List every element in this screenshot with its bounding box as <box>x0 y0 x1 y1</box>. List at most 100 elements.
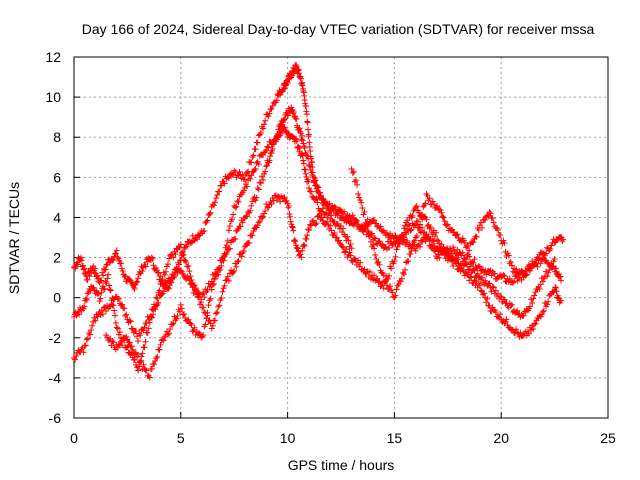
data-point <box>484 212 491 219</box>
data-point <box>209 281 216 288</box>
data-point <box>405 258 412 265</box>
data-point <box>81 265 88 272</box>
data-point <box>560 236 567 243</box>
data-point <box>107 287 114 294</box>
data-point <box>186 268 193 275</box>
data-point <box>78 257 85 264</box>
data-point <box>153 355 160 362</box>
data-point <box>148 254 155 261</box>
data-point <box>408 226 415 233</box>
data-point <box>473 233 480 240</box>
data-point <box>438 241 445 248</box>
data-point <box>470 266 477 273</box>
data-point <box>124 336 131 343</box>
data-point <box>392 253 399 260</box>
data-point <box>417 243 424 250</box>
axis-ticks: 0 5 10 15 20 25 -6 -4 -2 0 2 4 6 8 10 12 <box>45 49 616 446</box>
data-point <box>84 335 91 342</box>
data-point <box>230 269 237 276</box>
data-point <box>187 280 194 287</box>
data-point <box>352 177 359 184</box>
series-track-c <box>71 104 558 363</box>
data-point <box>147 313 154 320</box>
data-point <box>83 296 90 303</box>
data-point <box>443 222 450 229</box>
data-point <box>166 255 173 262</box>
data-point <box>439 213 446 220</box>
data-point <box>363 269 370 276</box>
x-tick-label: 5 <box>177 430 185 446</box>
data-point <box>412 234 419 241</box>
data-point <box>209 322 216 329</box>
data-point <box>140 327 147 334</box>
data-point <box>207 209 214 216</box>
data-point <box>536 286 543 292</box>
data-point <box>205 302 212 309</box>
data-point <box>303 173 310 180</box>
data-point <box>552 284 559 291</box>
data-point <box>216 188 223 195</box>
data-point <box>265 204 272 211</box>
data-point <box>92 265 99 272</box>
data-point <box>273 97 280 104</box>
data-point <box>293 137 300 144</box>
data-point <box>265 144 272 151</box>
data-point <box>83 336 90 343</box>
data-point <box>239 172 246 179</box>
data-point <box>191 287 198 294</box>
data-point <box>119 342 126 349</box>
data-point <box>514 307 521 314</box>
data-point <box>331 229 338 236</box>
data-point <box>268 200 275 207</box>
data-point <box>395 241 402 248</box>
data-point <box>145 316 152 323</box>
data-point <box>210 280 217 287</box>
data-point <box>179 311 186 318</box>
data-point <box>302 166 309 173</box>
data-point <box>174 312 181 319</box>
data-point <box>475 226 482 233</box>
data-point <box>251 167 258 174</box>
data-point <box>226 245 233 252</box>
data-point <box>233 263 240 270</box>
data-point <box>354 218 361 225</box>
data-point <box>170 320 177 327</box>
data-point <box>82 342 89 349</box>
data-point <box>490 219 497 226</box>
data-point <box>357 197 364 204</box>
data-point <box>166 330 173 337</box>
data-point <box>293 116 300 123</box>
data-point <box>347 252 354 259</box>
data-point <box>415 224 422 231</box>
data-point <box>194 236 201 243</box>
data-point <box>299 152 306 159</box>
data-point <box>138 357 145 364</box>
data-point <box>113 247 120 254</box>
data-point <box>237 223 244 230</box>
data-point <box>264 143 271 150</box>
data-point <box>221 282 228 289</box>
data-point <box>386 272 393 279</box>
data-point <box>552 265 559 272</box>
data-point <box>195 329 202 336</box>
data-point <box>415 241 422 248</box>
data-point <box>106 282 113 289</box>
data-point <box>252 165 259 172</box>
data-point <box>437 207 444 214</box>
data-point <box>131 356 138 363</box>
data-point <box>307 188 314 195</box>
data-point <box>377 283 384 290</box>
data-point <box>319 205 326 212</box>
data-point <box>123 311 130 318</box>
data-point <box>350 168 357 175</box>
data-point <box>106 286 113 293</box>
data-point <box>94 313 101 320</box>
chart-title: Day 166 of 2024, Sidereal Day-to-day VTE… <box>82 21 595 37</box>
data-point <box>393 246 400 253</box>
data-point <box>171 273 178 280</box>
data-point <box>346 249 353 256</box>
data-point <box>402 266 409 273</box>
data-point <box>164 331 171 338</box>
data-point <box>371 272 378 279</box>
